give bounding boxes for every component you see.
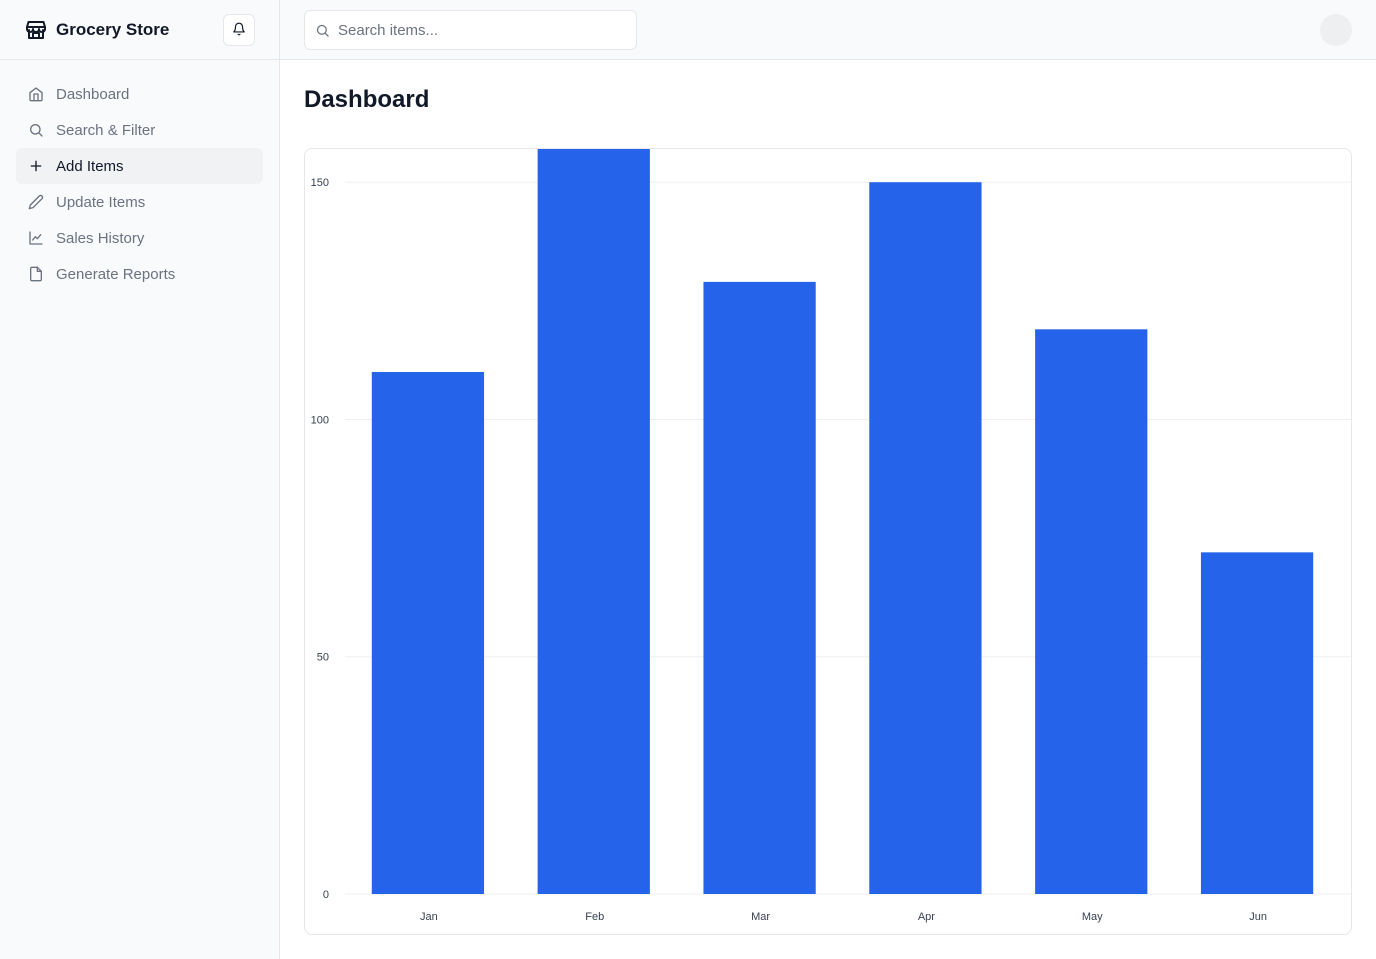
top-header (280, 0, 1376, 60)
y-tick-label: 50 (317, 652, 329, 664)
line-chart-icon (28, 230, 44, 246)
sidebar-item-label: Dashboard (56, 85, 130, 103)
sidebar-item-search-filter[interactable]: Search & Filter (16, 112, 263, 148)
sidebar-nav: Dashboard Search & Filter Add Items Upda… (0, 60, 279, 308)
sidebar: Grocery Store Dashboard Search & Filter (0, 0, 280, 959)
x-tick-label: Jan (420, 911, 438, 923)
bar-may[interactable] (1035, 329, 1148, 894)
brand: Grocery Store (0, 0, 279, 60)
x-tick-label: Mar (751, 911, 770, 923)
sidebar-item-update-items[interactable]: Update Items (16, 184, 263, 220)
sidebar-item-label: Sales History (56, 229, 145, 247)
app-title: Grocery Store (56, 19, 170, 39)
search-input[interactable] (338, 21, 618, 39)
sidebar-item-label: Generate Reports (56, 265, 176, 283)
bar-apr[interactable] (869, 182, 982, 894)
x-tick-label: May (1082, 911, 1103, 923)
search-icon (315, 23, 330, 38)
y-tick-label: 150 (311, 177, 329, 189)
store-icon (24, 18, 48, 42)
sidebar-item-sales-history[interactable]: Sales History (16, 220, 263, 256)
y-tick-label: 100 (311, 414, 329, 426)
bell-icon (232, 22, 246, 39)
x-tick-label: Apr (918, 911, 935, 923)
bar-jan[interactable] (371, 372, 485, 894)
file-icon (28, 266, 44, 282)
x-tick-label: Jun (1249, 911, 1267, 923)
bar-mar[interactable] (703, 281, 816, 895)
home-icon (28, 86, 44, 102)
x-tick-label: Feb (585, 911, 604, 923)
sidebar-item-label: Add Items (56, 157, 124, 175)
bar-jun[interactable] (1200, 552, 1314, 894)
page-title: Dashboard (304, 86, 430, 113)
search-box (304, 10, 637, 50)
pencil-icon (28, 194, 44, 210)
avatar[interactable] (1320, 14, 1352, 46)
sidebar-item-generate-reports[interactable]: Generate Reports (16, 256, 263, 292)
search-icon (28, 122, 44, 138)
sidebar-item-label: Search & Filter (56, 121, 156, 139)
sidebar-item-add-items[interactable]: Add Items (16, 148, 263, 184)
sidebar-item-label: Update Items (56, 193, 146, 211)
notifications-button[interactable] (223, 14, 255, 46)
plus-icon (28, 158, 44, 174)
sales-chart: 0 50 100 150 Jan Feb Mar Apr May Jun (304, 148, 1352, 935)
bar-feb[interactable] (537, 149, 650, 894)
sidebar-item-dashboard[interactable]: Dashboard (16, 76, 263, 112)
y-tick-label: 0 (323, 889, 329, 901)
bar-chart: 0 50 100 150 Jan Feb Mar Apr May Jun (311, 149, 1351, 923)
